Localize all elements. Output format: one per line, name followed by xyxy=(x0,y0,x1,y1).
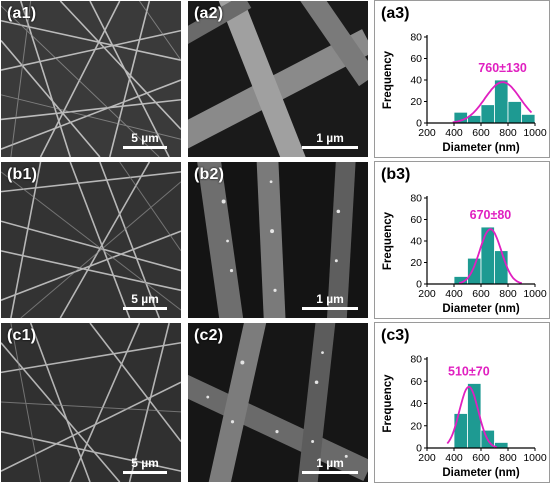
panel-label: (a3) xyxy=(381,5,410,22)
scale-bar-label: 1 µm xyxy=(316,131,344,145)
x-tick-label: 400 xyxy=(445,452,463,464)
sem-image-c1: (c1) 5 µm xyxy=(0,322,182,483)
y-axis-label: Frequency xyxy=(382,374,394,433)
scale-bar: 5 µm xyxy=(123,292,167,310)
x-axis-label: Diameter (nm) xyxy=(442,303,519,315)
histogram-a3: 200 400 600 800 1000 0 20 40 60 80 Diameter (nm) Fr… xyxy=(374,0,550,158)
y-tick-label: 20 xyxy=(410,96,422,108)
histogram-bar xyxy=(453,413,468,449)
x-tick-label: 800 xyxy=(499,452,517,464)
sem-image-b1: (b1) 5 µm xyxy=(0,161,182,319)
x-tick-label: 200 xyxy=(418,127,436,139)
x-tick-label: 200 xyxy=(418,288,436,300)
x-tick-label: 200 xyxy=(418,452,436,464)
x-tick-label: 800 xyxy=(499,127,517,139)
y-tick-label: 80 xyxy=(410,193,422,205)
mean-sd-annotation: 760±130 xyxy=(478,61,527,75)
histogram-c3: 200 400 600 800 1000 0 20 40 60 80 Diameter (nm) Fr… xyxy=(374,322,550,483)
y-tick-label: 20 xyxy=(410,420,422,432)
mean-sd-annotation: 510±70 xyxy=(448,364,490,378)
histogram-bar xyxy=(494,79,509,124)
y-tick-label: 60 xyxy=(410,376,422,388)
mean-sd-annotation: 670±80 xyxy=(470,208,512,222)
scale-bar-label: 5 µm xyxy=(131,456,159,470)
sem-image-b2: (b2) 1 µm xyxy=(187,161,369,319)
y-tick-label: 20 xyxy=(410,257,422,269)
scale-bar-label: 1 µm xyxy=(316,292,344,306)
scale-bar-label: 5 µm xyxy=(131,292,159,306)
x-tick-label: 600 xyxy=(472,127,490,139)
sem-image-c2: (c2) 1 µm xyxy=(187,322,369,483)
scale-bar: 1 µm xyxy=(302,292,358,310)
x-tick-label: 1000 xyxy=(523,288,547,300)
fiber-mesh-low-mag xyxy=(1,1,181,157)
y-tick-label: 80 xyxy=(410,32,422,44)
x-tick-label: 400 xyxy=(445,127,463,139)
fiber-mesh-low-mag xyxy=(1,162,181,318)
scale-bar-line xyxy=(123,307,167,310)
scale-bar: 5 µm xyxy=(123,456,167,474)
y-tick-label: 40 xyxy=(410,398,422,410)
histogram-b3: 200 400 600 800 1000 0 20 40 60 80 Diameter (nm) Fr… xyxy=(374,161,550,319)
panel-label: (c1) xyxy=(7,327,37,344)
x-axis-label: Diameter (nm) xyxy=(442,142,519,154)
x-tick-label: 1000 xyxy=(523,452,547,464)
fiber-closeup xyxy=(188,1,368,157)
gaussian-fit-curve xyxy=(452,81,533,124)
x-tick-label: 600 xyxy=(472,452,490,464)
sem-image-a2: (a2) 1 µm xyxy=(187,0,369,158)
histogram-bar xyxy=(480,104,495,124)
y-tick-label: 40 xyxy=(410,236,422,248)
y-tick-label: 0 xyxy=(416,279,422,291)
panel-label: (b2) xyxy=(194,166,225,183)
y-axis-label: Frequency xyxy=(382,211,394,270)
fiber-closeup xyxy=(188,162,368,318)
scale-bar: 1 µm xyxy=(302,131,358,149)
y-tick-label: 60 xyxy=(410,53,422,65)
scale-bar-line xyxy=(302,146,358,149)
histogram-chart: 200 400 600 800 1000 0 20 40 60 80 Diameter (nm) Fr… xyxy=(382,354,547,480)
sem-image-a1: (a1) 5 µm xyxy=(0,0,182,158)
scale-bar-line xyxy=(302,471,358,474)
histogram-bar xyxy=(480,226,495,285)
y-tick-label: 60 xyxy=(410,214,422,226)
gaussian-fit-curve xyxy=(446,385,498,449)
panel-label: (c3) xyxy=(381,327,410,344)
panel-label: (c2) xyxy=(194,327,224,344)
panel-label: (b1) xyxy=(7,166,38,183)
fiber-mesh-low-mag xyxy=(1,323,181,482)
x-tick-label: 600 xyxy=(472,288,490,300)
histogram-bar xyxy=(507,101,522,124)
y-tick-label: 80 xyxy=(410,354,422,366)
scale-bar-label: 1 µm xyxy=(316,456,344,470)
y-tick-label: 0 xyxy=(416,443,422,455)
scale-bar-line xyxy=(123,471,167,474)
y-axis-label: Frequency xyxy=(382,50,394,109)
scale-bar-line xyxy=(123,146,167,149)
histogram-bar xyxy=(521,114,536,124)
scale-bar-label: 5 µm xyxy=(131,131,159,145)
histogram-chart: 200 400 600 800 1000 0 20 40 60 80 Diameter (nm) Fr… xyxy=(382,32,547,155)
y-tick-label: 0 xyxy=(416,118,422,130)
scale-bar: 5 µm xyxy=(123,131,167,149)
panel-label: (a2) xyxy=(194,5,224,22)
x-tick-label: 400 xyxy=(445,288,463,300)
x-axis-label: Diameter (nm) xyxy=(442,467,519,479)
histogram-bar xyxy=(467,257,482,285)
x-tick-label: 1000 xyxy=(523,127,547,139)
x-tick-label: 800 xyxy=(499,288,517,300)
scale-bar-line xyxy=(302,307,358,310)
y-tick-label: 40 xyxy=(410,75,422,87)
gaussian-fit-curve xyxy=(458,228,523,285)
panel-label: (b3) xyxy=(381,166,411,183)
panel-label: (a1) xyxy=(7,5,37,22)
fiber-closeup xyxy=(188,323,368,482)
histogram-bar xyxy=(494,250,509,285)
histogram-chart: 200 400 600 800 1000 0 20 40 60 80 Diameter (nm) Fr… xyxy=(382,193,547,316)
scale-bar: 1 µm xyxy=(302,456,358,474)
